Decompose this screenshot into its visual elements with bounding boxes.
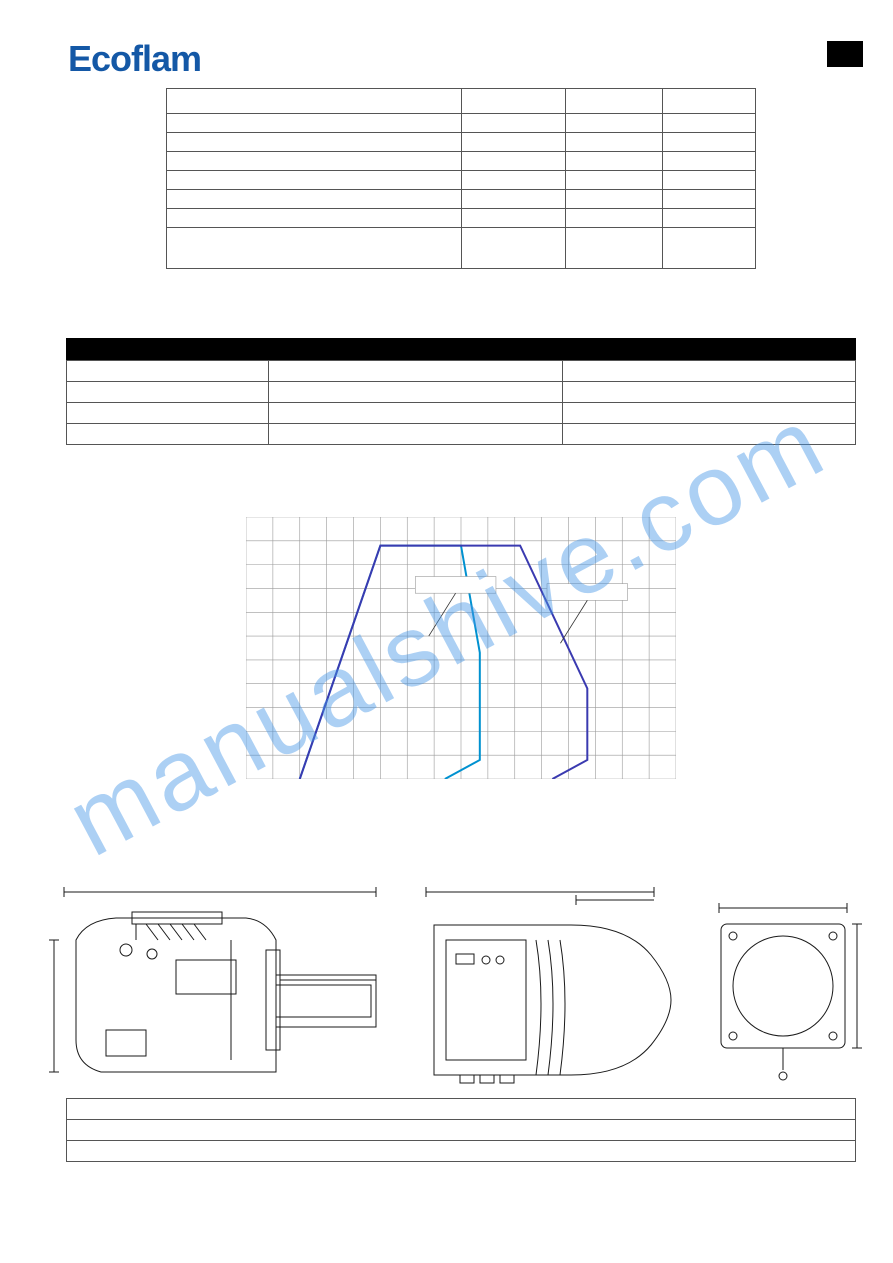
top-view [426,887,671,1083]
table-row [167,228,756,269]
table-row [167,114,756,133]
table-row [167,171,756,190]
table-row [67,424,856,445]
technical-drawings [46,880,866,1090]
table-row [167,133,756,152]
chart-label-box [415,577,496,594]
table-row [67,1141,856,1162]
lower-table [66,360,856,445]
table-row [167,89,756,114]
brand-logo: Ecoflam [68,38,201,80]
flange-view [719,903,862,1080]
specs-table [166,88,756,269]
table-row [67,382,856,403]
section-header-bar [66,338,856,360]
dimensions-table [66,1098,856,1162]
table-row [167,209,756,228]
table-row [67,403,856,424]
table-row [67,361,856,382]
table-row [167,152,756,171]
table-row [67,1120,856,1141]
chart-label-box [547,584,628,601]
side-view [49,887,376,1072]
table-row [67,1099,856,1120]
table-row [167,190,756,209]
page-tab [827,41,863,67]
working-range-chart: {"cols":16,"rows":11} [246,517,676,779]
